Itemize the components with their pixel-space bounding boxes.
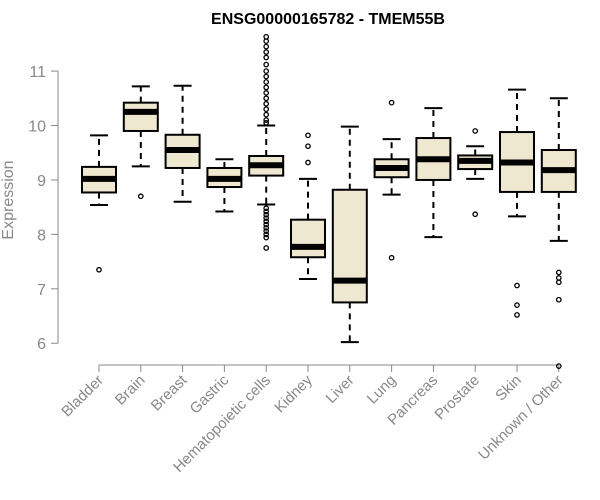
outlier-point xyxy=(263,228,270,234)
outlier-point xyxy=(263,38,270,45)
y-tick-label: 6 xyxy=(37,336,46,353)
chart-title: ENSG00000165782 - TMEM55B xyxy=(211,11,445,28)
outlier-point xyxy=(514,302,520,308)
x-tick-label: Kidney xyxy=(271,371,316,416)
outlier-point xyxy=(263,90,270,96)
outlier-point xyxy=(263,218,270,225)
box-iqr xyxy=(331,188,368,304)
x-tick-label: Prostate xyxy=(431,372,483,424)
box-iqr xyxy=(122,101,159,132)
outlier-point xyxy=(263,119,270,126)
y-axis: 6 7 8 9 10 11 xyxy=(28,64,59,353)
outlier-point xyxy=(514,282,520,289)
x-tick-label: Breast xyxy=(148,371,191,414)
outlier-point xyxy=(555,269,562,276)
outlier-point xyxy=(555,363,562,369)
box-group xyxy=(499,88,535,318)
outlier-point xyxy=(263,224,270,231)
outlier-point xyxy=(263,54,270,61)
y-tick-label: 11 xyxy=(29,64,46,81)
box-group xyxy=(248,33,285,251)
plot-area xyxy=(81,33,577,369)
box-group xyxy=(122,85,159,200)
y-tick-label: 10 xyxy=(28,119,46,136)
x-tick-label: Liver xyxy=(323,372,358,407)
outlier-point xyxy=(263,205,270,212)
outlier-point xyxy=(555,279,562,286)
outlier-point xyxy=(472,211,479,218)
box-group xyxy=(415,107,452,239)
box-group xyxy=(457,128,494,218)
outlier-point xyxy=(263,95,270,102)
outlier-point xyxy=(263,43,270,50)
outlier-point xyxy=(263,221,270,228)
outlier-point xyxy=(263,61,270,68)
box-group xyxy=(81,134,117,273)
outlier-point xyxy=(263,84,270,91)
y-tick-label: 8 xyxy=(37,227,46,244)
outlier-point xyxy=(472,128,479,134)
box-group xyxy=(331,125,368,344)
y-tick-label: 7 xyxy=(37,282,46,299)
outlier-point xyxy=(263,211,270,218)
outlier-point xyxy=(388,254,395,261)
y-tick-label: 9 xyxy=(37,173,46,190)
x-tick-label: Lung xyxy=(364,372,400,408)
x-tick-label: Brain xyxy=(112,372,149,409)
outlier-point xyxy=(263,117,270,123)
outlier-point xyxy=(305,143,311,150)
outlier-point xyxy=(263,79,270,85)
y-axis-label: Expression xyxy=(0,160,17,239)
outlier-point xyxy=(263,68,270,74)
box-group xyxy=(290,132,326,281)
box-group xyxy=(540,97,577,369)
outlier-point xyxy=(305,159,311,166)
outlier-point xyxy=(388,99,395,106)
outlier-point xyxy=(263,73,270,80)
outlier-point xyxy=(514,312,520,318)
outlier-point xyxy=(263,234,270,241)
outlier-point xyxy=(137,193,144,200)
outlier-point xyxy=(263,231,270,238)
outlier-point xyxy=(263,106,270,113)
outlier-point xyxy=(263,49,270,55)
outlier-point xyxy=(555,296,562,303)
outlier-point xyxy=(263,208,270,215)
box-group xyxy=(206,158,243,213)
outlier-point xyxy=(263,100,270,107)
box-group xyxy=(373,99,410,261)
outlier-point xyxy=(263,215,270,221)
outlier-point xyxy=(305,132,311,139)
x-tick-label: Skin xyxy=(492,372,525,405)
outlier-point xyxy=(263,111,270,118)
outlier-point xyxy=(96,266,102,273)
box-iqr xyxy=(290,218,326,259)
outlier-point xyxy=(263,245,270,251)
x-tick-label: Bladder xyxy=(58,372,107,421)
box-group xyxy=(164,84,201,203)
